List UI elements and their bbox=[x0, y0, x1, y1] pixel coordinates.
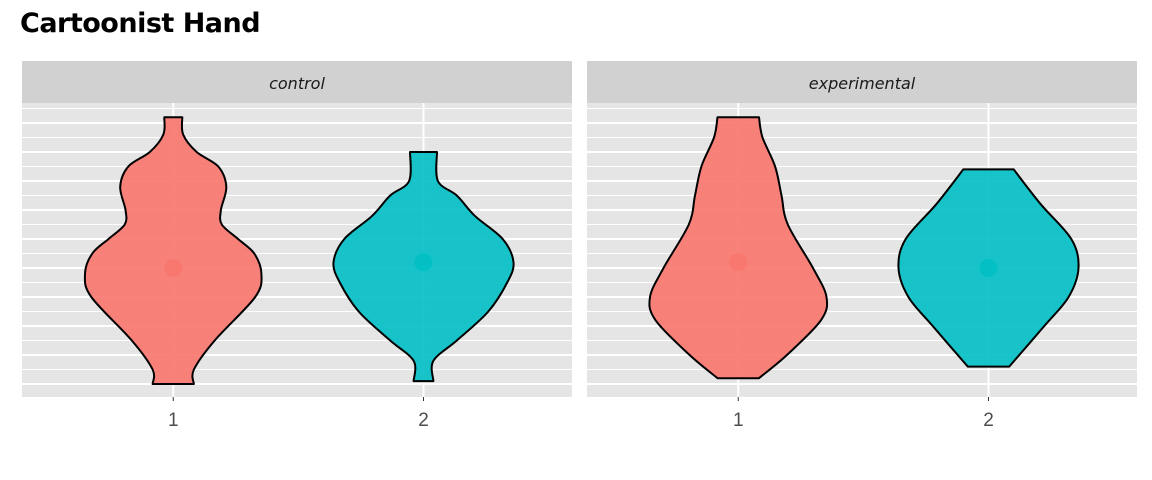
facet-strip bbox=[22, 61, 572, 103]
chart-title: Cartoonist Hand bbox=[20, 8, 261, 39]
mean-point-control-2 bbox=[414, 253, 433, 272]
mean-point-experimental-2 bbox=[979, 259, 998, 277]
facet-strip bbox=[587, 61, 1137, 103]
x-tick-label: 1 bbox=[168, 410, 179, 431]
facet-panel-control: control 1 2 bbox=[22, 61, 572, 431]
x-tick-label: 2 bbox=[418, 410, 429, 431]
violin-experimental-1 bbox=[648, 116, 829, 380]
facet-strip-label: experimental bbox=[809, 74, 916, 93]
violin-control-1 bbox=[83, 116, 263, 385]
facet-strip-label: control bbox=[269, 74, 325, 93]
x-tick-label: 2 bbox=[983, 410, 994, 431]
mean-point-control-1 bbox=[164, 259, 183, 277]
facet-panel-experimental: experimental 1 2 bbox=[587, 61, 1137, 431]
x-tick-label: 1 bbox=[733, 410, 744, 431]
mean-point-experimental-1 bbox=[729, 253, 748, 272]
